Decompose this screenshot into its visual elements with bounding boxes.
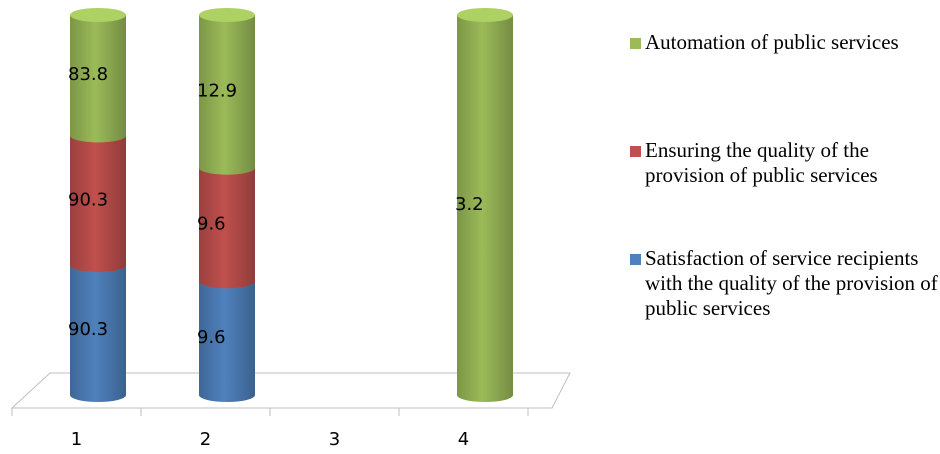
cylinder-body (457, 15, 513, 402)
bar (199, 8, 255, 175)
legend-item: Ensuring the quality of the provision of… (630, 138, 940, 188)
x-tick-label: 1 (71, 429, 82, 450)
cylinder-cap (70, 8, 126, 22)
data-label: 9.6 (197, 214, 226, 235)
legend-item: Automation of public services (630, 30, 940, 55)
data-label: 90.3 (68, 319, 108, 340)
data-label: 83.8 (68, 64, 108, 85)
legend-swatch (630, 146, 641, 157)
data-label: 12.9 (197, 80, 237, 101)
legend-label: Ensuring the quality of the provision of… (645, 138, 878, 187)
cylinder-body (70, 265, 126, 402)
legend-swatch (630, 38, 641, 49)
legend-swatch (630, 254, 641, 265)
data-label: 90.3 (68, 189, 108, 210)
data-label: 3.2 (455, 194, 484, 215)
cylinder-body (199, 281, 255, 402)
cylinder-cap (457, 8, 513, 22)
bar (457, 8, 513, 402)
cylinder-body (70, 15, 126, 143)
x-tick-label: 4 (458, 429, 469, 450)
legend-label: Satisfaction of service recipients with … (645, 246, 938, 320)
bar (70, 8, 126, 143)
legend-label: Automation of public services (645, 30, 899, 54)
floor (10, 372, 571, 409)
x-tick-label: 3 (329, 429, 340, 450)
cylinder-body (199, 167, 255, 289)
x-tick-label: 2 (200, 429, 211, 450)
data-label: 9.6 (197, 327, 226, 348)
cylinder-body (70, 135, 126, 273)
cylinder-cap (199, 8, 255, 22)
legend-item: Satisfaction of service recipients with … (630, 246, 940, 321)
cylinder-body (199, 15, 255, 175)
